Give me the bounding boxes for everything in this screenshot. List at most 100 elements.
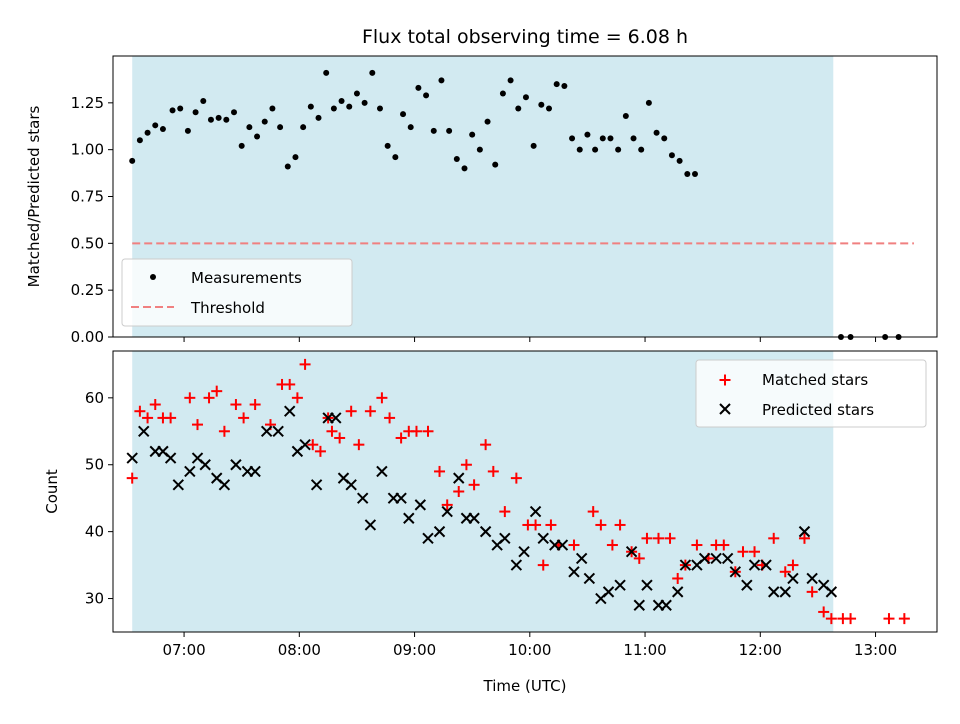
top-y-tick-label: 1.00 — [71, 141, 104, 159]
matched-star-point — [422, 425, 434, 437]
predicted-star-point — [310, 479, 323, 491]
predicted-star-point — [768, 586, 780, 598]
matched-star-point — [211, 385, 223, 397]
cross-b — [817, 579, 830, 591]
measurement-point — [292, 154, 299, 161]
measurement-point — [277, 124, 284, 131]
cross-b — [138, 425, 150, 437]
cross-b — [798, 525, 811, 538]
measurement-point — [515, 105, 522, 112]
predicted-star-point — [376, 465, 388, 478]
predicted-stars-points — [126, 405, 838, 611]
measurement-point — [307, 103, 314, 110]
predicted-star-point — [660, 599, 672, 611]
cross-b — [660, 599, 672, 611]
bottom-x-ticks: 07:00 08:00 09:00 10:00 11:00 12:00 13:00 — [162, 632, 897, 659]
predicted-star-point — [468, 512, 480, 524]
matched-star-point — [510, 472, 522, 484]
predicted-star-point — [479, 525, 492, 538]
matched-star-point — [395, 432, 407, 444]
measurement-point — [484, 118, 491, 125]
measurement-point — [192, 109, 199, 116]
measurement-point — [522, 94, 529, 101]
predicted-star-point — [499, 532, 511, 545]
top-x-ticks — [183, 337, 877, 342]
matched-stars-points — [126, 358, 910, 625]
bottom-y-tick-label: 30 — [85, 590, 104, 608]
matched-star-point — [737, 546, 749, 558]
cross-b — [230, 459, 242, 471]
cross-b — [299, 438, 311, 451]
bottom-y-tick-label: 40 — [85, 523, 104, 541]
measurement-point — [546, 105, 553, 112]
top-y-tick-label: 0.75 — [71, 188, 104, 206]
cross-b — [633, 599, 645, 611]
bottom-panel: 30 40 50 60 07:00 08:00 09:00 10:00 11:00 12:00 1… — [43, 350, 938, 695]
matched-star-point — [149, 399, 161, 411]
cross-b — [422, 532, 434, 545]
cross-b — [479, 525, 492, 538]
cross-b — [679, 559, 692, 571]
predicted-star-point — [698, 552, 711, 565]
measurement-point — [599, 135, 606, 142]
cross-b — [625, 546, 638, 558]
matched-star-point — [606, 539, 618, 551]
measurement-point — [453, 156, 460, 163]
measurement-point — [300, 124, 307, 131]
predicted-star-point — [710, 552, 722, 565]
measurement-point — [423, 92, 430, 99]
measurement-point — [376, 105, 383, 112]
cross-b — [499, 532, 511, 545]
predicted-star-point — [518, 546, 530, 558]
measurement-point — [530, 142, 537, 149]
matched-star-point — [218, 425, 230, 437]
cross-b — [721, 552, 734, 565]
cross-b — [172, 479, 185, 491]
matched-star-point — [453, 486, 465, 497]
matched-star-point — [545, 519, 557, 531]
matched-star-point — [787, 559, 799, 571]
measurement-point — [407, 124, 414, 131]
predicted-star-point — [138, 425, 150, 437]
measurement-point — [553, 81, 560, 88]
cross-b — [310, 479, 323, 491]
predicted-star-point — [721, 552, 734, 565]
measurement-point — [384, 142, 391, 149]
matched-star-point — [825, 613, 837, 625]
bottom-y-axis-label: Count — [43, 469, 61, 514]
cross-b — [433, 525, 446, 538]
matched-star-point — [718, 539, 730, 551]
measurement-point — [254, 133, 261, 140]
matched-star-point — [345, 405, 357, 417]
predicted-star-point — [825, 586, 838, 598]
bottom-x-tick-label: 13:00 — [854, 641, 897, 659]
matched-star-point — [307, 439, 319, 451]
cross-b — [583, 572, 596, 585]
cross-b — [760, 559, 772, 571]
matched-star-point — [353, 439, 365, 451]
legend-cross — [719, 403, 731, 415]
cross-b — [768, 586, 780, 598]
cross-b — [395, 492, 407, 504]
bottom-legend: Matched stars Predicted stars — [695, 359, 927, 428]
measurement-point — [438, 77, 445, 84]
predicted-star-point — [625, 546, 638, 558]
matched-star-point — [410, 425, 422, 437]
cross-b — [671, 586, 684, 598]
matched-star-point — [480, 439, 492, 451]
top-legend: Measurements Threshold — [121, 258, 353, 327]
top-y-tick-label: 0.25 — [71, 281, 104, 299]
cross-b — [529, 505, 542, 518]
predicted-star-point — [184, 465, 196, 478]
matched-star-point — [376, 392, 388, 404]
measurement-point — [231, 109, 238, 116]
measurement-point — [507, 77, 514, 84]
cross-b — [787, 572, 799, 585]
cross-b — [741, 579, 753, 591]
top-y-tick-label: 0.50 — [71, 234, 104, 252]
cross-b — [575, 552, 588, 565]
measurement-point — [461, 165, 468, 172]
matched-star-point — [291, 392, 303, 404]
measurement-point — [569, 135, 576, 142]
